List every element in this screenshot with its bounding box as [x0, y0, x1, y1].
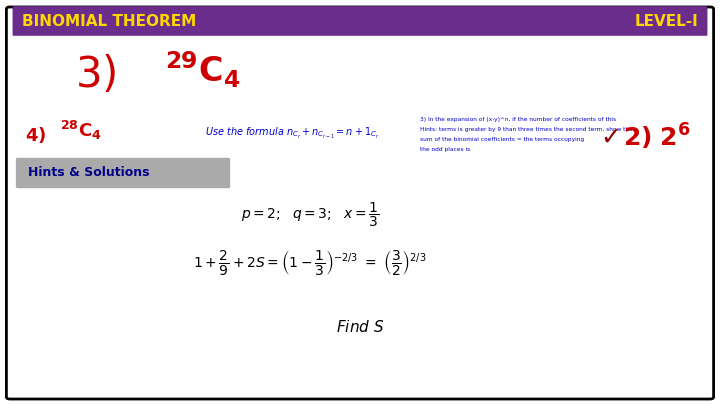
Text: LEVEL-I: LEVEL-I: [634, 13, 698, 28]
Text: $\mathbf{\mathit{Find\ S}}$: $\mathbf{\mathit{Find\ S}}$: [336, 319, 384, 335]
Text: $1 + \dfrac{2}{9} + 2S = \left(1 - \dfrac{1}{3}\right)^{-2/3}\ =\ \left(\dfrac{3: $1 + \dfrac{2}{9} + 2S = \left(1 - \dfra…: [193, 247, 427, 277]
Text: $\mathbf{\mathit{3)}}$: $\mathbf{\mathit{3)}}$: [75, 54, 116, 96]
Text: Use the formula $n_{C_r}+n_{C_{r-1}}=n+1_{C_r}$: Use the formula $n_{C_r}+n_{C_{r-1}}=n+1…: [205, 126, 379, 141]
FancyBboxPatch shape: [16, 158, 230, 188]
Text: the odd places is: the odd places is: [420, 147, 470, 153]
Text: $\mathbf{^{28}C_4}$: $\mathbf{^{28}C_4}$: [60, 118, 102, 142]
Text: $\mathbf{2)\ 2^6}$: $\mathbf{2)\ 2^6}$: [623, 122, 691, 152]
Text: Hints: terms is greater by 9 than three times the second term, show that: Hints: terms is greater by 9 than three …: [420, 128, 635, 132]
FancyBboxPatch shape: [6, 7, 714, 399]
Text: 3) In the expansion of (x-y)^n, if the number of coefficients of this: 3) In the expansion of (x-y)^n, if the n…: [420, 117, 616, 122]
Text: BINOMIAL THEOREM: BINOMIAL THEOREM: [22, 13, 197, 28]
Text: $\mathbf{^{29}C_4}$: $\mathbf{^{29}C_4}$: [165, 50, 240, 90]
Text: Hints & Solutions: Hints & Solutions: [28, 166, 150, 179]
Text: $p = 2;\ \ q = 3;\ \ x = \dfrac{1}{3}$: $p = 2;\ \ q = 3;\ \ x = \dfrac{1}{3}$: [241, 201, 379, 229]
Text: $\checkmark$: $\checkmark$: [600, 125, 618, 149]
Text: $\mathbf{4)}$: $\mathbf{4)}$: [25, 125, 46, 145]
FancyBboxPatch shape: [12, 6, 708, 36]
Text: sum of the binomial coefficients = the terms occupying: sum of the binomial coefficients = the t…: [420, 138, 584, 143]
